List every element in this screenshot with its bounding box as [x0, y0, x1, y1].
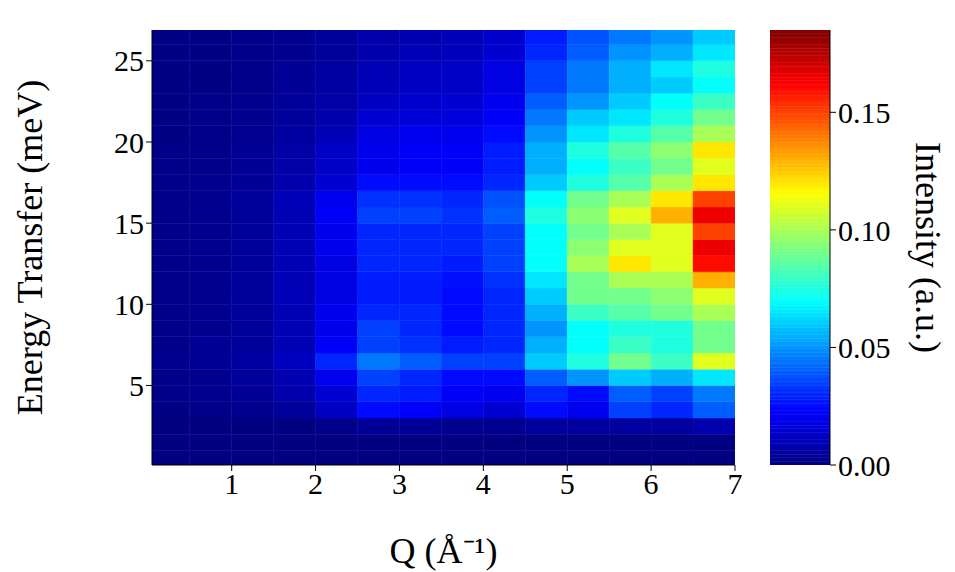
- svg-text:7: 7: [728, 467, 743, 500]
- svg-text:Q (Å⁻¹): Q (Å⁻¹): [390, 531, 498, 571]
- svg-text:15: 15: [114, 207, 144, 240]
- svg-text:0.00: 0.00: [838, 449, 891, 482]
- svg-text:Energy Transfer (meV): Energy Transfer (meV): [10, 80, 50, 415]
- svg-text:10: 10: [114, 288, 144, 321]
- svg-text:0.05: 0.05: [838, 331, 891, 364]
- svg-text:25: 25: [114, 44, 144, 77]
- svg-text:0.10: 0.10: [838, 214, 891, 247]
- svg-text:4: 4: [476, 467, 491, 500]
- svg-text:2: 2: [308, 467, 323, 500]
- svg-text:5: 5: [129, 369, 144, 402]
- svg-text:3: 3: [392, 467, 407, 500]
- svg-text:20: 20: [114, 126, 144, 159]
- svg-text:6: 6: [644, 467, 659, 500]
- svg-text:Intensity (a.u.): Intensity (a.u.): [908, 142, 948, 353]
- svg-text:5: 5: [560, 467, 575, 500]
- svg-text:1: 1: [224, 467, 239, 500]
- svg-text:0.15: 0.15: [838, 96, 891, 129]
